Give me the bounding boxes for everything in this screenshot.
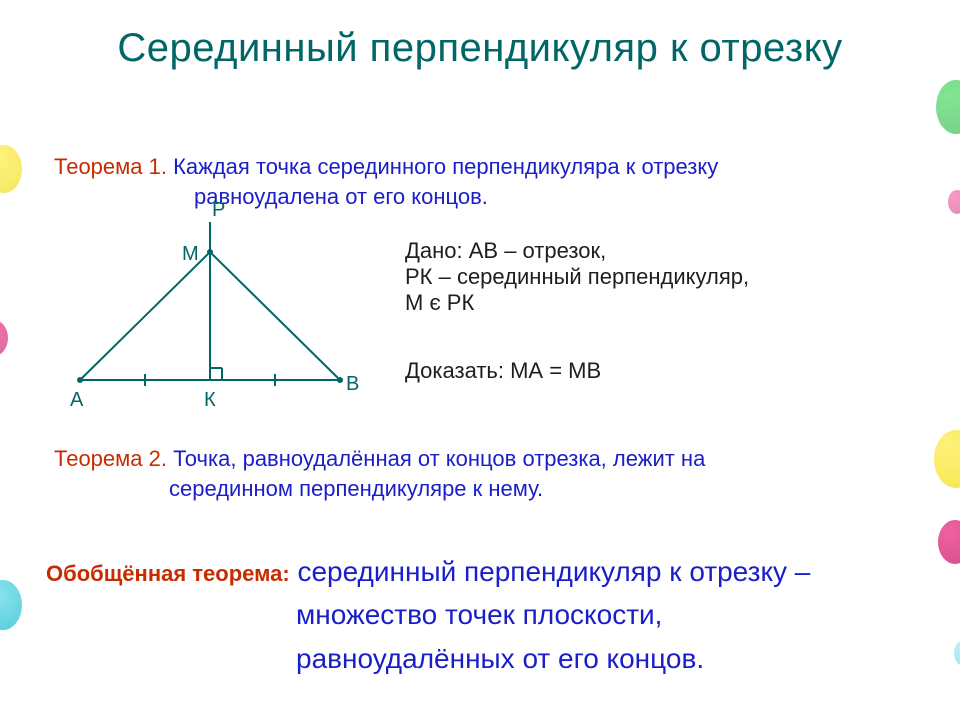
general-line1: Обобщённая теорема: серединный перпендик… bbox=[46, 550, 926, 593]
diagram-svg: АВКМР bbox=[60, 210, 380, 420]
decor-balloon bbox=[934, 430, 960, 488]
theorem-2-line1: Теорема 2. Точка, равноудалённая от конц… bbox=[54, 444, 705, 474]
theorem-1-text1: Каждая точка серединного перпендикуляра … bbox=[167, 154, 718, 179]
given-line1: Дано: АВ – отрезок, bbox=[405, 238, 749, 264]
theorem-2-label: Теорема 2. bbox=[54, 446, 167, 471]
prove-block: Доказать: МА = МВ bbox=[405, 358, 601, 384]
theorem-2-text2: серединном перпендикуляре к нему. bbox=[169, 474, 705, 504]
general-text2: множество точек плоскости, bbox=[296, 593, 926, 636]
decor-balloon bbox=[0, 320, 8, 356]
svg-text:Р: Р bbox=[212, 199, 225, 221]
given-line2: РК – серединный перпендикуляр, bbox=[405, 264, 749, 290]
decor-balloon bbox=[0, 145, 22, 193]
given-block: Дано: АВ – отрезок, РК – серединный перп… bbox=[405, 238, 749, 316]
svg-text:К: К bbox=[204, 389, 216, 411]
svg-text:В: В bbox=[346, 373, 359, 395]
general-theorem: Обобщённая теорема: серединный перпендик… bbox=[46, 550, 926, 680]
theorem-2-text1: Точка, равноудалённая от концов отрезка,… bbox=[167, 446, 705, 471]
slide-title: Серединный перпендикуляр к отрезку bbox=[0, 26, 960, 71]
geometry-diagram: АВКМР bbox=[60, 210, 380, 420]
theorem-1-text2: равноудалена от его концов. bbox=[194, 182, 718, 212]
theorem-1-line1: Теорема 1. Каждая точка серединного перп… bbox=[54, 152, 718, 182]
decor-balloon bbox=[938, 520, 960, 564]
theorem-1: Теорема 1. Каждая точка серединного перп… bbox=[54, 152, 718, 211]
decor-balloon bbox=[936, 80, 960, 134]
general-text1: серединный перпендикуляр к отрезку – bbox=[290, 556, 811, 587]
general-label: Обобщённая теорема: bbox=[46, 561, 290, 586]
given-line3: М є РК bbox=[405, 290, 749, 316]
svg-text:А: А bbox=[70, 389, 84, 411]
svg-text:М: М bbox=[182, 243, 199, 265]
decor-balloon bbox=[954, 640, 960, 666]
decor-balloon bbox=[0, 580, 22, 630]
decor-balloon bbox=[948, 190, 960, 214]
theorem-1-label: Теорема 1. bbox=[54, 154, 167, 179]
theorem-2: Теорема 2. Точка, равноудалённая от конц… bbox=[54, 444, 705, 503]
general-text3: равноудалённых от его концов. bbox=[296, 637, 926, 680]
